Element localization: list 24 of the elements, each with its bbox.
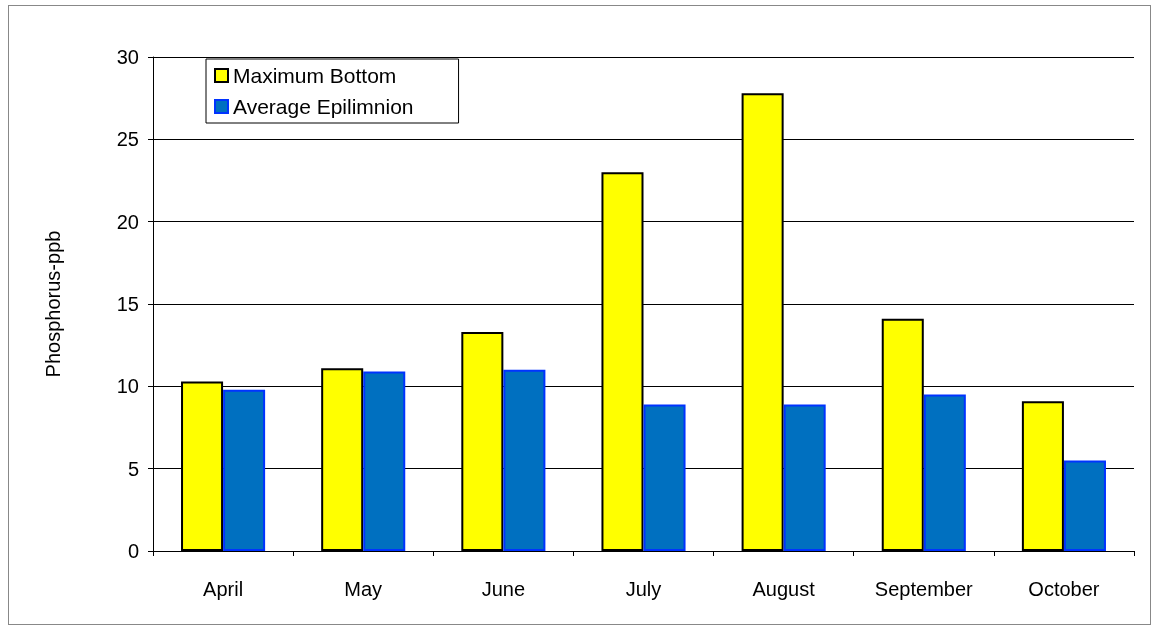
y-axis-title: Phosphorus-ppb xyxy=(42,230,64,378)
bar xyxy=(363,371,406,551)
y-tick-label: 25 xyxy=(116,128,139,151)
legend-label: Maximum Bottom xyxy=(233,64,397,87)
bar xyxy=(1063,460,1106,551)
x-tick-label: July xyxy=(625,578,662,600)
bar xyxy=(223,389,266,551)
legend-label: Average Epilimnion xyxy=(233,95,414,118)
y-tick-label: 30 xyxy=(116,46,139,68)
bar xyxy=(783,404,826,551)
y-tick-label: 10 xyxy=(116,375,139,398)
bar xyxy=(643,404,686,551)
x-tick-label: May xyxy=(344,578,383,600)
y-tick-label: 20 xyxy=(116,210,139,233)
x-tick-label: September xyxy=(874,578,974,600)
bar xyxy=(923,394,966,551)
y-tick-label: 15 xyxy=(116,293,139,315)
bar xyxy=(503,369,546,551)
y-tick-label: 5 xyxy=(127,457,139,480)
y-tick-label: 0 xyxy=(127,540,139,562)
x-tick-label: June xyxy=(481,578,526,600)
x-tick-label: August xyxy=(752,578,816,600)
x-tick-label: April xyxy=(203,578,244,600)
x-tick-label: October xyxy=(1028,578,1100,600)
